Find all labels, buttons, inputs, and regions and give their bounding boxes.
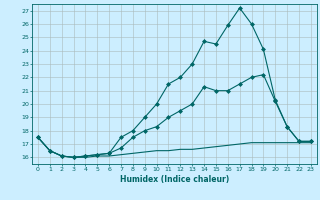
X-axis label: Humidex (Indice chaleur): Humidex (Indice chaleur) [120,175,229,184]
